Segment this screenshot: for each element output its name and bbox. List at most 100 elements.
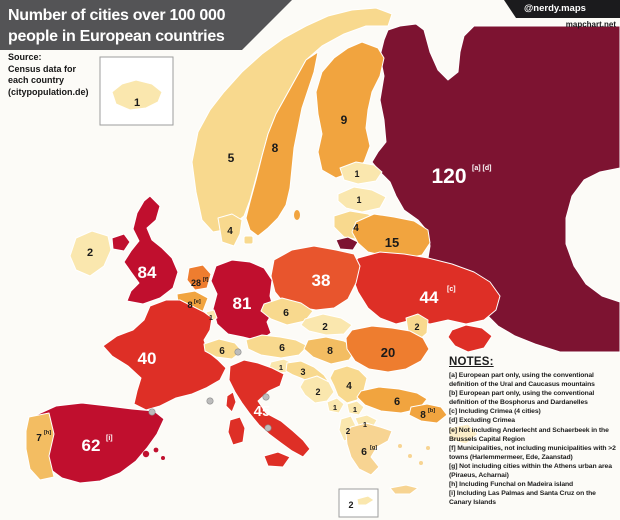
country-denmark-shape bbox=[217, 213, 243, 247]
label-portugal-note: [h] bbox=[44, 430, 51, 436]
aegean-island bbox=[408, 454, 412, 458]
label-albania: 2 bbox=[346, 427, 351, 436]
country-france-shape bbox=[102, 299, 227, 411]
country-uk-shape bbox=[123, 195, 179, 305]
author-badge: @nerdy.maps bbox=[504, 0, 620, 18]
label-serbia: 4 bbox=[346, 381, 352, 392]
aegean-island bbox=[398, 444, 402, 448]
label-denmark: 4 bbox=[227, 226, 233, 237]
label-bulgaria: 6 bbox=[394, 396, 400, 408]
region-anatolia-hint bbox=[447, 423, 479, 445]
title-banner: Number of cities over 100 000 people in … bbox=[0, 0, 292, 50]
country-serbia-shape bbox=[329, 365, 368, 404]
country-greece-shape bbox=[345, 422, 393, 476]
note-item-b: [b] European part only, using the conven… bbox=[449, 390, 595, 407]
label-latvia: 1 bbox=[356, 195, 361, 205]
note-item-f: [f] Municipalities, not including munici… bbox=[449, 444, 616, 461]
island-gotland bbox=[294, 210, 300, 220]
label-switzerland: 6 bbox=[219, 346, 225, 357]
label-finland: 9 bbox=[341, 113, 348, 127]
microstate-andorra-dot bbox=[148, 408, 156, 416]
note-item-g: [g] Not including cities within the Athe… bbox=[449, 462, 612, 480]
island-corsica bbox=[225, 391, 237, 413]
label-greece: 6 bbox=[361, 446, 367, 458]
title-line-2: people in European countries bbox=[8, 28, 225, 45]
label-italy: 45 bbox=[254, 403, 271, 420]
label-sweden: 8 bbox=[272, 141, 279, 155]
label-turkey-note: [b] bbox=[428, 408, 435, 414]
aegean-island bbox=[419, 461, 423, 465]
country-italy-shape bbox=[228, 359, 311, 458]
label-ukraine: 44 bbox=[420, 288, 439, 307]
label-spain-note: [i] bbox=[106, 435, 113, 442]
country-latvia-shape bbox=[337, 186, 387, 213]
country-portugal-shape bbox=[25, 412, 55, 481]
label-netherlands-note: [f] bbox=[203, 277, 209, 283]
notes-block: NOTES: [a] European part only, using the… bbox=[449, 356, 619, 507]
label-czechia: 6 bbox=[283, 307, 289, 319]
island-sardinia bbox=[227, 416, 246, 446]
country-netherlands-shape bbox=[186, 264, 212, 291]
source-block: Source: Census data for each country (ci… bbox=[8, 52, 89, 98]
country-cyprus-shape bbox=[356, 495, 375, 506]
label-estonia: 1 bbox=[354, 169, 359, 179]
country-hungary-shape bbox=[303, 336, 358, 365]
label-poland: 38 bbox=[312, 271, 331, 290]
note-item-h: [h] Including Funchal on Madeira island bbox=[449, 481, 574, 489]
label-croatia: 3 bbox=[300, 367, 305, 377]
notes-heading: NOTES: bbox=[449, 356, 494, 368]
label-romania: 20 bbox=[381, 345, 395, 360]
country-bosnia-shape bbox=[299, 375, 335, 404]
label-norway: 5 bbox=[228, 151, 235, 165]
note-item-e: [e] Not including Anderlecht and Schaerb… bbox=[449, 426, 609, 443]
country-sweden-shape bbox=[245, 51, 319, 237]
country-russia-shape bbox=[371, 23, 620, 353]
island-mallorca bbox=[142, 450, 150, 458]
country-poland-shape bbox=[270, 245, 361, 311]
microstate-liechtenstein-dot bbox=[234, 348, 242, 356]
country-romania-shape bbox=[345, 325, 430, 373]
label-slovakia: 2 bbox=[322, 322, 328, 333]
label-austria: 6 bbox=[279, 342, 285, 354]
microstate-monaco-dot bbox=[206, 397, 214, 405]
label-russia-note: [a] [d] bbox=[472, 165, 491, 172]
label-belarus: 15 bbox=[385, 235, 399, 250]
region-northern-ireland-shape bbox=[111, 233, 131, 252]
label-iceland: 1 bbox=[134, 97, 140, 109]
label-slovenia: 1 bbox=[279, 363, 283, 372]
label-greece-note: [g] bbox=[370, 445, 377, 451]
country-iceland-shape bbox=[111, 79, 163, 111]
label-montenegro: 1 bbox=[333, 403, 337, 412]
label-portugal: 7 bbox=[36, 433, 42, 444]
source-line-1: Census data for bbox=[8, 63, 77, 74]
island-menorca bbox=[153, 447, 159, 453]
source-label: Source: bbox=[8, 52, 42, 62]
island-ibiza bbox=[161, 456, 165, 460]
country-slovakia-shape bbox=[300, 313, 353, 336]
country-kaliningrad-shape bbox=[335, 236, 359, 251]
country-montenegro-shape bbox=[326, 397, 345, 414]
note-item-d: [d] Excluding Crimea bbox=[449, 417, 515, 425]
label-netherlands: 28 bbox=[191, 278, 201, 288]
site-credit: mapchart.net bbox=[565, 20, 616, 29]
country-kosovo-shape bbox=[346, 400, 365, 416]
note-item-a: [a] European part only, using the conven… bbox=[449, 372, 595, 389]
country-belarus-shape bbox=[351, 213, 431, 260]
label-uk: 84 bbox=[138, 263, 157, 282]
label-lithuania: 4 bbox=[353, 223, 359, 234]
microstate-san-marino-dot bbox=[262, 393, 270, 401]
label-north-macedonia: 1 bbox=[363, 420, 367, 429]
island-crete bbox=[389, 484, 419, 495]
island-sicily bbox=[263, 451, 291, 468]
country-ukraine-shape bbox=[351, 251, 501, 325]
label-turkey: 8 bbox=[420, 410, 426, 421]
label-ireland: 2 bbox=[87, 247, 93, 259]
country-austria-shape bbox=[245, 334, 309, 359]
microstate-vatican-dot bbox=[264, 424, 272, 432]
country-estonia-shape bbox=[339, 161, 383, 185]
label-belgium: 8 bbox=[187, 300, 192, 311]
label-hungary: 8 bbox=[327, 345, 333, 357]
aegean-island bbox=[426, 446, 430, 450]
